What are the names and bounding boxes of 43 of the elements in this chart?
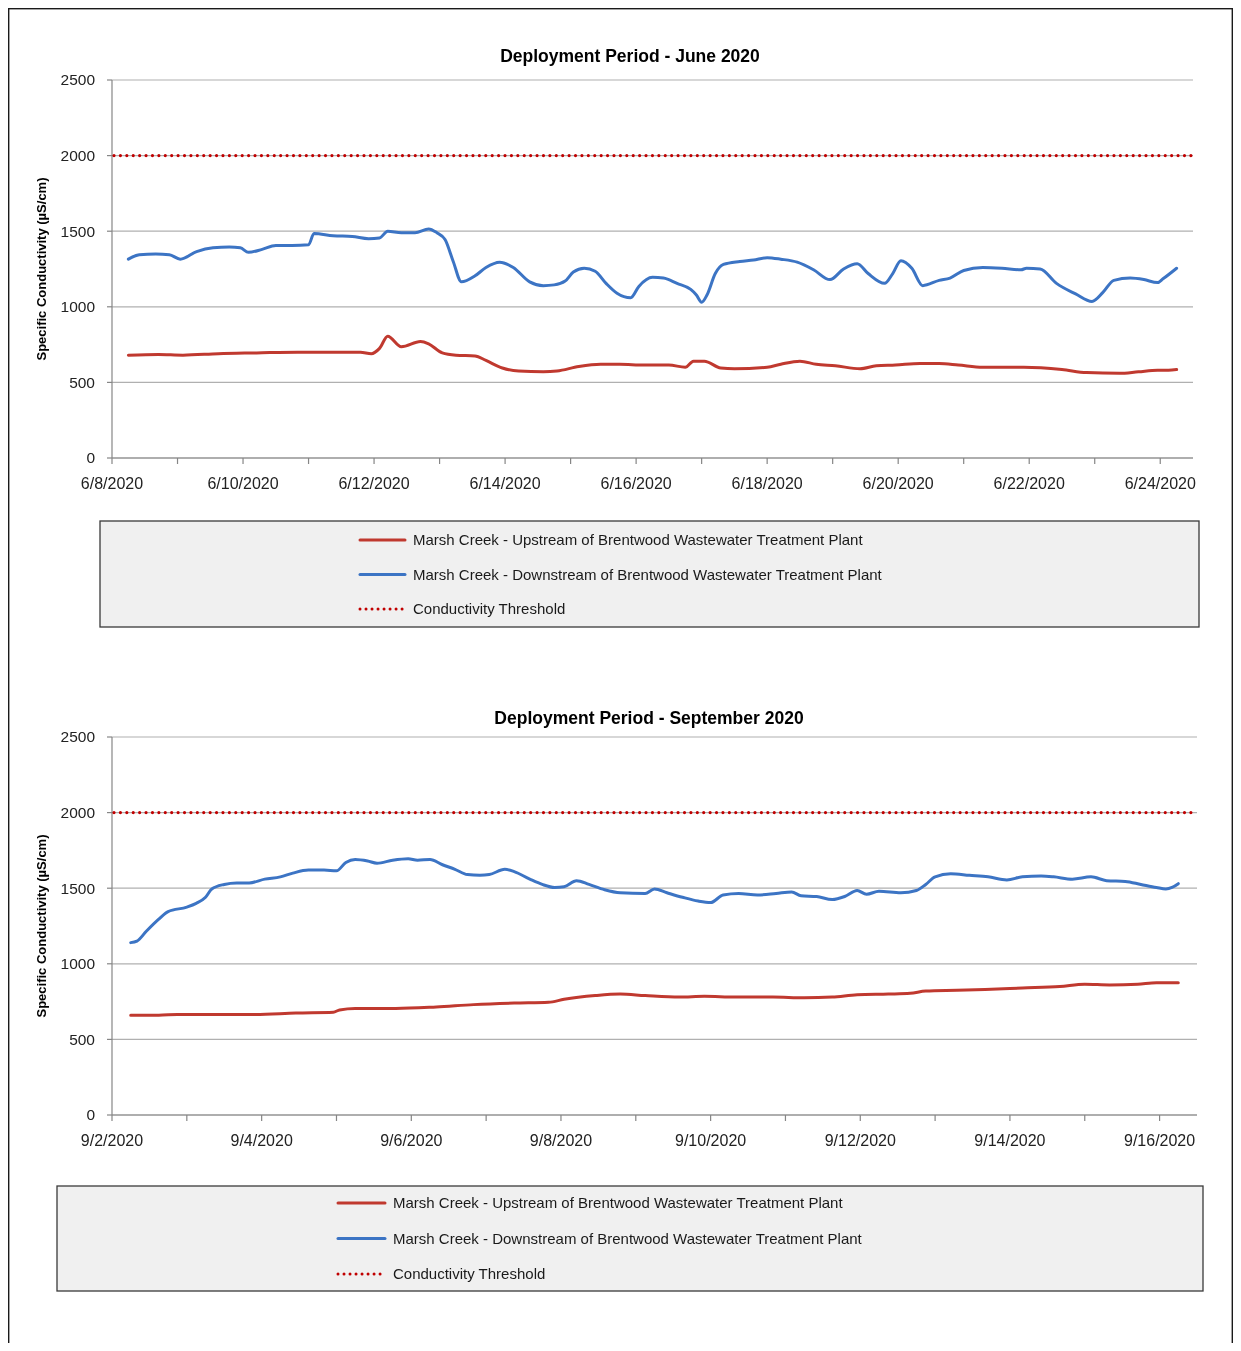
x-tick-label: 9/4/2020 — [230, 1132, 293, 1149]
x-tick-label: 6/14/2020 — [469, 475, 541, 492]
x-tick-label: 6/24/2020 — [1124, 475, 1196, 492]
legend-label: Marsh Creek - Downstream of Brentwood Wastewater Treatment Plant — [413, 565, 883, 583]
x-tick-label: 6/16/2020 — [600, 475, 672, 492]
line-series — [129, 857, 1180, 945]
x-tick-label: 9/8/2020 — [529, 1132, 593, 1149]
y-tick-label: 500 — [69, 1030, 96, 1048]
y-tick-label: 2000 — [60, 804, 96, 822]
x-tick-label: 9/6/2020 — [380, 1132, 443, 1149]
y-tick-label: 1000 — [60, 298, 96, 316]
line-series — [126, 227, 1179, 304]
y-axis-title: Specific Conductivity (µS/cm) — [34, 177, 49, 361]
legend-label: Marsh Creek - Upstream of Brentwood Wastewater Treatment Plant — [393, 1194, 844, 1212]
x-tick-label: 9/12/2020 — [824, 1132, 896, 1149]
legend-label: Conductivity Threshold — [413, 600, 566, 618]
legend-label: Marsh Creek - Downstream of Brentwood Wastewater Treatment Plant — [393, 1229, 863, 1247]
y-tick-label: 2000 — [60, 147, 96, 165]
x-tick-label: 6/12/2020 — [338, 475, 410, 492]
x-tick-label: 9/2/2020 — [80, 1132, 144, 1149]
x-tick-label: 9/14/2020 — [974, 1132, 1046, 1149]
y-tick-label: 2500 — [60, 71, 96, 89]
x-tick-label: 6/8/2020 — [80, 475, 144, 492]
y-tick-label: 500 — [69, 373, 96, 391]
y-axis-title: Specific Conductivity (µS/cm) — [34, 834, 49, 1018]
y-tick-label: 2500 — [60, 728, 96, 746]
line-series — [129, 981, 1180, 1017]
y-tick-label: 1500 — [60, 222, 96, 240]
legend-label: Conductivity Threshold — [393, 1265, 546, 1283]
chart-title: Deployment Period - September 2020 — [494, 708, 804, 728]
y-tick-label: 0 — [86, 1106, 96, 1124]
legend-label: Marsh Creek - Upstream of Brentwood Wastewater Treatment Plant — [413, 531, 864, 549]
x-tick-label: 9/16/2020 — [1123, 1132, 1196, 1149]
y-tick-label: 1500 — [60, 879, 96, 897]
y-tick-label: 1000 — [60, 955, 96, 973]
x-tick-label: 6/20/2020 — [862, 475, 934, 492]
y-tick-label: 0 — [86, 449, 96, 467]
x-tick-label: 6/10/2020 — [207, 475, 279, 492]
x-tick-label: 6/22/2020 — [993, 475, 1065, 492]
chart-title: Deployment Period - June 2020 — [500, 46, 761, 66]
x-tick-label: 9/10/2020 — [675, 1132, 747, 1149]
line-series — [126, 334, 1179, 375]
x-tick-label: 6/18/2020 — [731, 475, 803, 492]
